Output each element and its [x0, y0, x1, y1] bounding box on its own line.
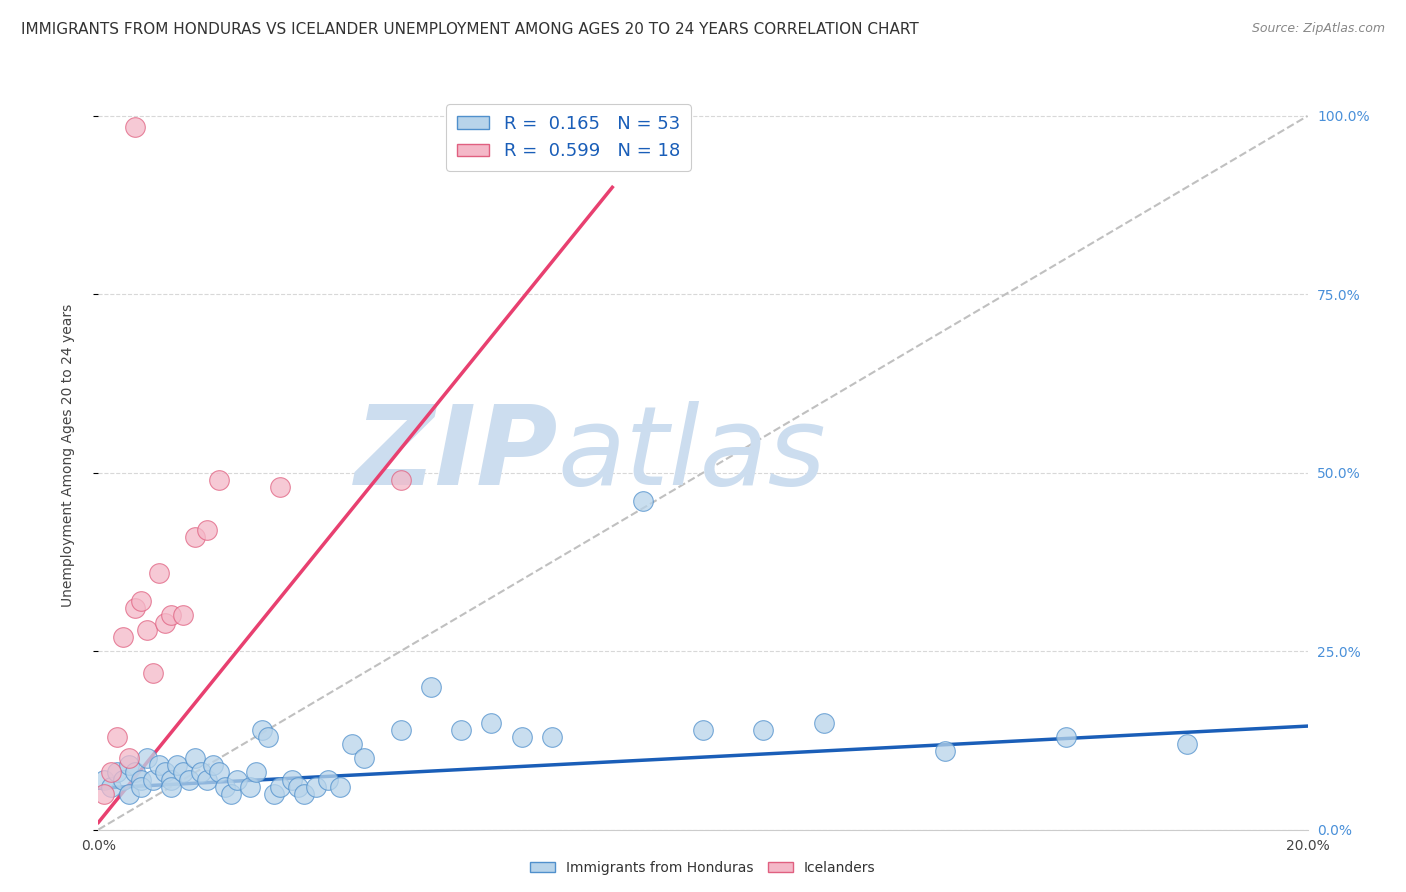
- Point: [269, 780, 291, 794]
- Point: [329, 780, 352, 794]
- Point: [153, 615, 176, 630]
- Point: [269, 480, 291, 494]
- Point: [160, 608, 183, 623]
- Point: [263, 787, 285, 801]
- Point: [1175, 737, 1198, 751]
- Point: [353, 751, 375, 765]
- Point: [148, 758, 170, 772]
- Point: [540, 730, 562, 744]
- Point: [153, 765, 176, 780]
- Point: [184, 751, 207, 765]
- Point: [305, 780, 328, 794]
- Text: atlas: atlas: [558, 401, 827, 508]
- Point: [124, 765, 146, 780]
- Point: [316, 772, 339, 787]
- Point: [195, 772, 218, 787]
- Point: [239, 780, 262, 794]
- Text: IMMIGRANTS FROM HONDURAS VS ICELANDER UNEMPLOYMENT AMONG AGES 20 TO 24 YEARS COR: IMMIGRANTS FROM HONDURAS VS ICELANDER UN…: [21, 22, 920, 37]
- Text: ZIP: ZIP: [354, 401, 558, 508]
- Point: [692, 723, 714, 737]
- Point: [160, 772, 183, 787]
- Point: [124, 120, 146, 134]
- Point: [190, 765, 212, 780]
- Point: [184, 530, 207, 544]
- Point: [100, 780, 122, 794]
- Point: [135, 751, 157, 765]
- Point: [118, 751, 141, 765]
- Point: [250, 723, 273, 737]
- Point: [118, 787, 141, 801]
- Point: [111, 772, 134, 787]
- Point: [111, 630, 134, 644]
- Point: [179, 772, 201, 787]
- Point: [129, 594, 152, 608]
- Legend: R =  0.165   N = 53, R =  0.599   N = 18: R = 0.165 N = 53, R = 0.599 N = 18: [446, 104, 690, 171]
- Point: [124, 601, 146, 615]
- Point: [172, 608, 194, 623]
- Point: [389, 723, 412, 737]
- Point: [287, 780, 309, 794]
- Point: [202, 758, 225, 772]
- Point: [292, 787, 315, 801]
- Point: [142, 772, 165, 787]
- Point: [450, 723, 472, 737]
- Point: [934, 744, 956, 758]
- Point: [142, 665, 165, 680]
- Point: [752, 723, 775, 737]
- Point: [256, 730, 278, 744]
- Point: [100, 765, 122, 780]
- Point: [105, 765, 128, 780]
- Point: [172, 765, 194, 780]
- Point: [510, 730, 533, 744]
- Point: [481, 715, 503, 730]
- Legend: Immigrants from Honduras, Icelanders: Immigrants from Honduras, Icelanders: [524, 855, 882, 880]
- Point: [160, 780, 183, 794]
- Point: [135, 623, 157, 637]
- Point: [245, 765, 267, 780]
- Point: [148, 566, 170, 580]
- Point: [195, 523, 218, 537]
- Point: [420, 680, 443, 694]
- Point: [118, 758, 141, 772]
- Point: [1054, 730, 1077, 744]
- Y-axis label: Unemployment Among Ages 20 to 24 years: Unemployment Among Ages 20 to 24 years: [60, 303, 75, 607]
- Point: [221, 787, 243, 801]
- Point: [208, 473, 231, 487]
- Point: [226, 772, 249, 787]
- Point: [631, 494, 654, 508]
- Point: [93, 772, 115, 787]
- Point: [813, 715, 835, 730]
- Point: [93, 787, 115, 801]
- Point: [166, 758, 188, 772]
- Point: [208, 765, 231, 780]
- Point: [129, 780, 152, 794]
- Point: [129, 772, 152, 787]
- Point: [342, 737, 364, 751]
- Point: [105, 730, 128, 744]
- Point: [389, 473, 412, 487]
- Text: Source: ZipAtlas.com: Source: ZipAtlas.com: [1251, 22, 1385, 36]
- Point: [214, 780, 236, 794]
- Point: [281, 772, 304, 787]
